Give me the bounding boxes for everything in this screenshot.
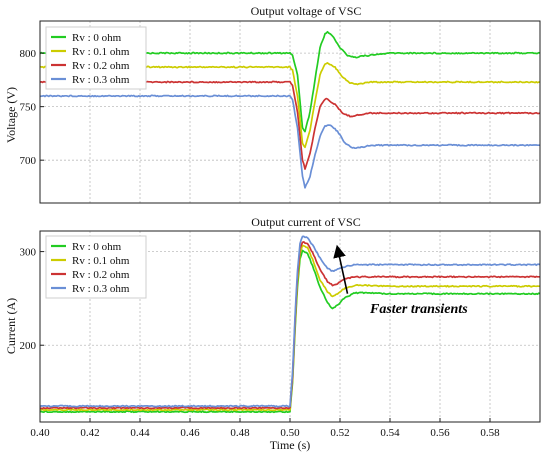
y-tick-label: 800 [20, 48, 37, 60]
x-tick-label: 0.58 [480, 427, 500, 439]
voltage-y-axis-label: Voltage (V) [4, 87, 18, 143]
annotation-text: Faster transients [369, 302, 468, 317]
x-tick-label: 0.50 [280, 427, 300, 439]
voltage-plot-frame [39, 20, 541, 204]
x-tick-label: 0.52 [330, 427, 349, 439]
x-tick-label: 0.44 [130, 427, 150, 439]
series-line-rv-0-ohm [39, 249, 541, 414]
y-tick-label: 700 [20, 155, 37, 167]
voltage-chart-title: Output voltage of VSC [251, 4, 362, 18]
current-y-ticks: 200 300 [20, 247, 44, 352]
time-x-axis-label: Time (s) [270, 438, 311, 452]
legend-entry-label: Rv : 0 ohm [72, 32, 122, 44]
legend-entry-label: Rv : 0.3 ohm [72, 74, 130, 86]
current-grid [40, 231, 540, 422]
series-line-rv-0-3-ohm [39, 235, 541, 408]
annotation-arrow [333, 244, 349, 294]
legend-entry-label: Rv : 0.1 ohm [72, 46, 130, 58]
x-tick-label: 0.56 [430, 427, 450, 439]
legend-entry-label: Rv : 0.2 ohm [72, 269, 130, 281]
series-line-rv-0-3-ohm [39, 94, 540, 189]
current-legend: Rv : 0 ohm Rv : 0.1 ohm Rv : 0.2 ohm Rv : 0… [45, 235, 147, 299]
current-chart-title: Output current of VSC [251, 215, 360, 229]
legend-entry-label: Rv : 0.3 ohm [72, 283, 130, 295]
current-y-axis-label: Current (A) [4, 298, 18, 354]
legend-entry-label: Rv : 0 ohm [72, 241, 122, 253]
current-series-group [39, 235, 541, 414]
voltage-legend: Rv : 0 ohm Rv : 0.1 ohm Rv : 0.2 ohm Rv : 0… [45, 26, 147, 90]
series-line-rv-0-1-ohm [40, 244, 540, 412]
y-tick-label: 200 [20, 340, 37, 352]
x-tick-label: 0.40 [30, 427, 50, 439]
x-tick-label: 0.48 [230, 427, 250, 439]
faster-transients-annotation: Faster transients [333, 244, 468, 317]
y-tick-label: 300 [20, 247, 37, 259]
legend-entry-label: Rv : 0.1 ohm [72, 255, 130, 267]
x-tick-label: 0.54 [380, 427, 400, 439]
x-tick-label: 0.46 [180, 427, 200, 439]
current-x-ticks: 0.40 0.42 0.44 0.46 0.48 0.50 0.52 0.54 0.56 0.58 [30, 418, 500, 439]
voltage-panel: Output voltage of VSC 700 750 800 Voltage … [4, 4, 541, 204]
series-line-rv-0-2-ohm [39, 241, 541, 410]
voltage-y-ticks: 700 750 800 [20, 48, 44, 167]
y-tick-label: 750 [20, 102, 37, 114]
x-tick-label: 0.42 [80, 427, 99, 439]
legend-entry-label: Rv : 0.2 ohm [72, 60, 130, 72]
